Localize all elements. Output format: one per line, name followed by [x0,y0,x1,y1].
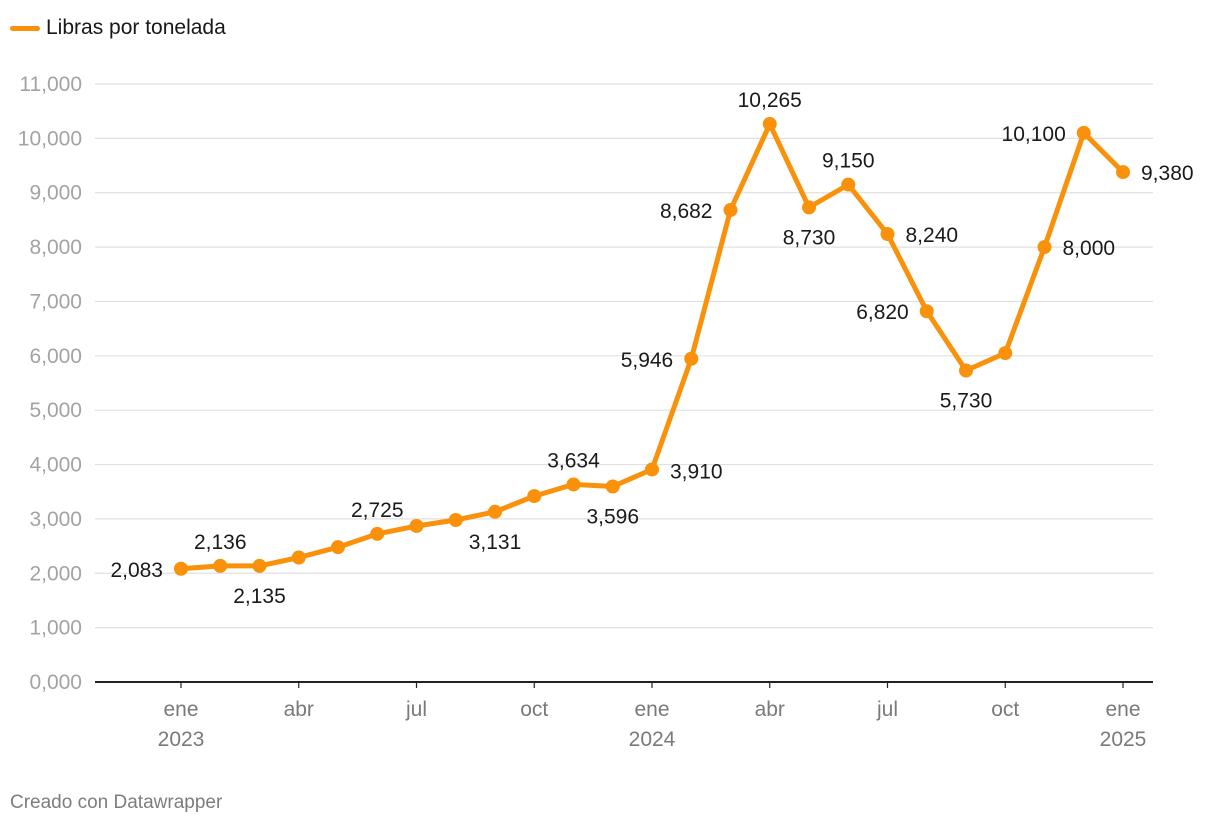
data-label: 5,946 [621,349,674,372]
y-tick-label: 1,000 [29,617,82,640]
data-point [252,558,267,573]
data-label: 6,820 [856,301,909,324]
data-point [645,462,659,477]
data-label: 8,000 [1063,237,1116,260]
data-label: 9,150 [822,150,875,173]
data-label: 8,682 [660,200,713,223]
data-label: 10,100 [1002,123,1066,146]
data-point [998,346,1013,361]
data-point [1076,125,1091,140]
data-point [448,512,463,527]
data-point [527,489,542,504]
x-tick-label: ene [634,698,669,721]
data-point [919,304,934,319]
data-point [723,203,738,218]
y-tick-label: 4,000 [29,454,82,477]
gridlines [95,83,1153,629]
series-line-path [178,121,1126,572]
x-tick-year-label: 2024 [629,728,676,751]
series-line [178,121,1126,572]
y-tick-label: 5,000 [29,399,82,422]
x-tick-label: ene [163,698,198,721]
x-tick-label: abr [755,698,785,721]
legend-label: Libras por tonelada [46,16,226,39]
data-point [802,200,816,215]
data-label: 2,135 [233,585,286,608]
data-label: 3,634 [547,449,600,472]
data-point [684,351,699,366]
data-point [880,227,895,242]
legend: Libras por tonelada [10,16,226,40]
x-tick-year-label: 2025 [1100,728,1147,751]
x-tick-label: ene [1105,698,1140,721]
x-axis: ene 2023 abr jul oct ene 2024 abr jul oct ene 2025 [95,681,1153,751]
data-label: 3,131 [469,531,522,554]
data-points [174,116,1130,576]
y-tick-label: 6,000 [29,345,82,368]
y-tick-label: 10,000 [18,127,82,150]
data-label: 3,596 [586,506,639,529]
y-tick-label: 11,000 [19,73,82,96]
data-label: 5,730 [940,389,993,412]
y-axis: 0,000 1,000 2,000 3,000 4,000 5,000 6,000 7,000… [18,73,82,694]
x-tick-label: jul [405,698,427,721]
data-point [331,540,345,555]
y-tick-label: 2,000 [29,562,82,585]
y-tick-label: 8,000 [29,236,82,259]
x-tick-label: jul [876,698,898,721]
data-label: 2,136 [194,531,247,554]
data-label: 2,083 [110,559,163,582]
y-tick-label: 9,000 [29,182,82,205]
data-point [291,550,306,565]
x-tick-label: oct [991,698,1019,721]
legend-swatch [10,25,40,31]
data-point [959,363,973,378]
data-point [1037,240,1052,255]
data-point [566,477,581,492]
data-label: 10,265 [738,89,802,112]
data-label: 8,730 [783,226,836,249]
data-point [841,177,856,192]
data-label: 3,910 [670,460,723,483]
data-point [213,558,228,573]
footer-credit: Creado con Datawrapper [10,792,223,813]
data-label: 9,380 [1141,162,1194,185]
x-tick-label: oct [520,698,548,721]
x-tick-label: abr [284,698,314,721]
y-tick-label: 7,000 [29,290,82,313]
data-label: 2,725 [351,499,404,522]
x-tick-year-label: 2023 [158,728,205,751]
data-point [174,561,188,576]
data-point [1116,165,1130,180]
data-labels: 2,083 2,136 2,135 2,725 3,131 3,634 3,596 3,910… [110,89,1193,608]
data-label: 8,240 [906,224,959,247]
data-point [370,526,385,541]
y-tick-label: 0,000 [29,671,82,694]
data-point [488,504,502,519]
data-point [605,479,620,494]
data-point [762,116,777,131]
y-tick-label: 3,000 [29,508,82,531]
data-point [409,518,424,533]
